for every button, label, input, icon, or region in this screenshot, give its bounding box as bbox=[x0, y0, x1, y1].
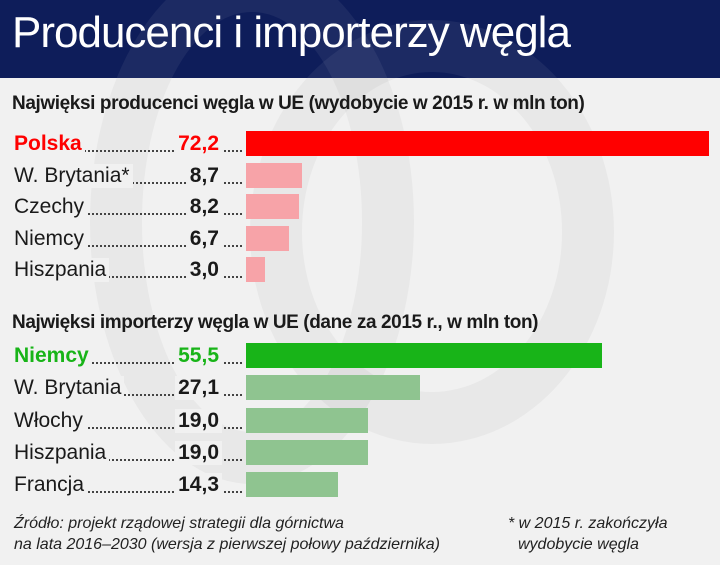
dotted-leader bbox=[20, 150, 242, 152]
producer-row: W. Brytania* 8,7 bbox=[0, 162, 720, 190]
importer-label: Francja bbox=[14, 473, 88, 498]
importer-row: Niemcy 55,5 bbox=[0, 342, 720, 370]
footnote: * w 2015 r. zakończyła wydobycie węgla bbox=[508, 513, 667, 555]
producer-bar bbox=[246, 131, 709, 156]
importer-value-label: 19,0 bbox=[175, 408, 222, 433]
producer-row: Czechy 8,2 bbox=[0, 193, 720, 221]
importer-row: W. Brytania 27,1 bbox=[0, 374, 720, 402]
producer-label: Niemcy bbox=[14, 226, 88, 251]
producer-row: Polska 72,2 bbox=[0, 130, 720, 158]
importer-label: Hiszpania bbox=[14, 440, 110, 465]
producer-bar bbox=[246, 194, 299, 220]
producer-row: Niemcy 6,7 bbox=[0, 225, 720, 253]
producers-title: Najwięksi producenci węgla w UE (wydobyc… bbox=[12, 93, 585, 114]
importer-row: Francja 14,3 bbox=[0, 471, 720, 499]
importer-bar bbox=[246, 343, 602, 368]
producer-bar bbox=[246, 162, 302, 188]
dotted-leader bbox=[20, 276, 242, 279]
dotted-leader bbox=[20, 244, 242, 247]
producer-label: Czechy bbox=[14, 195, 88, 220]
dotted-leader bbox=[20, 426, 242, 429]
dotted-leader bbox=[20, 362, 242, 364]
dotted-leader bbox=[20, 213, 242, 216]
importer-value-label: 27,1 bbox=[175, 376, 222, 401]
importer-bar bbox=[246, 439, 368, 465]
producer-label: Polska bbox=[14, 132, 85, 156]
importer-bar bbox=[246, 472, 338, 498]
importer-bar bbox=[246, 375, 420, 401]
importer-value-label: 19,0 bbox=[175, 440, 222, 465]
source-line-2: na lata 2016–2030 (wersja z pierwszej po… bbox=[14, 536, 441, 553]
producer-label: Hiszpania bbox=[14, 258, 110, 283]
importer-label: Włochy bbox=[14, 408, 86, 433]
importer-bar bbox=[246, 407, 368, 433]
producer-row: Hiszpania 3,0 bbox=[0, 256, 720, 284]
page-title: Producenci i importerzy węgla bbox=[12, 8, 571, 57]
footnote-line-2: wydobycie węgla bbox=[518, 536, 639, 553]
footnote-line-1: * w 2015 r. zakończyła bbox=[508, 515, 668, 532]
dotted-leader bbox=[20, 458, 242, 461]
source-line-1: Źródło: projekt rządowej strategii dla g… bbox=[14, 515, 344, 532]
importer-value-label: 14,3 bbox=[175, 473, 222, 498]
producer-value-label: 8,7 bbox=[186, 163, 222, 188]
importers-title: Najwięksi importerzy węgla w UE (dane za… bbox=[12, 312, 539, 333]
importer-row: Włochy 19,0 bbox=[0, 407, 720, 435]
producer-value-label: 3,0 bbox=[186, 258, 222, 283]
importer-label: W. Brytania bbox=[14, 376, 125, 401]
producer-value-label: 8,2 bbox=[186, 195, 222, 220]
producer-bar bbox=[246, 225, 289, 251]
importer-value-label: 55,5 bbox=[175, 344, 222, 368]
importer-label: Niemcy bbox=[14, 344, 92, 368]
producer-label: W. Brytania* bbox=[14, 163, 133, 188]
dotted-leader bbox=[20, 491, 242, 494]
producer-value-label: 6,7 bbox=[186, 226, 222, 251]
producer-value-label: 72,2 bbox=[175, 132, 222, 156]
source-note: Źródło: projekt rządowej strategii dla g… bbox=[14, 513, 440, 555]
producer-bar bbox=[246, 257, 266, 283]
dotted-leader bbox=[20, 394, 242, 397]
header: Producenci i importerzy węgla bbox=[0, 0, 720, 78]
importer-row: Hiszpania 19,0 bbox=[0, 439, 720, 467]
